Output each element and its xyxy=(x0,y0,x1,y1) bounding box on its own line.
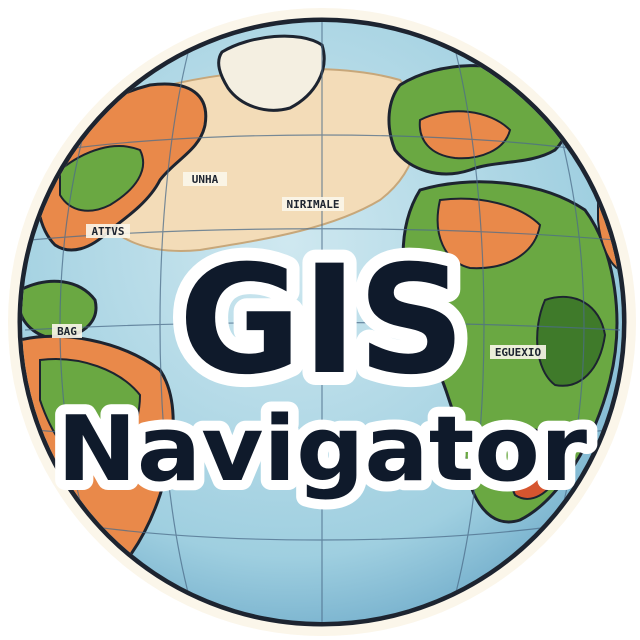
map-labels: UNHA NIRIMALE ATTVS BAG EGUEXIO xyxy=(52,172,546,359)
map-label-bg xyxy=(52,324,82,338)
land-north-america-green xyxy=(59,145,145,212)
map-label-bg xyxy=(282,197,344,211)
land-central-america xyxy=(22,279,98,340)
globe-outline xyxy=(17,17,627,627)
land-greenland xyxy=(217,34,326,112)
map-label-bag: BAG xyxy=(57,325,77,338)
map-label-nirimale: NIRIMALE xyxy=(287,198,340,211)
map-label-unha: UNHA xyxy=(192,173,219,186)
map-label-eguexio: EGUEXIO xyxy=(495,346,542,359)
map-label-bg xyxy=(183,172,227,186)
map-label-bg xyxy=(86,224,130,238)
land-europe-orange xyxy=(418,110,512,160)
land-africa-north xyxy=(436,197,542,270)
logo-title-navigator: Navigator xyxy=(57,397,588,502)
land-south-america-green xyxy=(39,358,142,472)
map-label-attvs: ATTVS xyxy=(91,225,124,238)
logo-title-gis: GIS xyxy=(179,234,466,408)
land-africa-south xyxy=(508,428,562,500)
map-label-bg xyxy=(490,345,546,359)
